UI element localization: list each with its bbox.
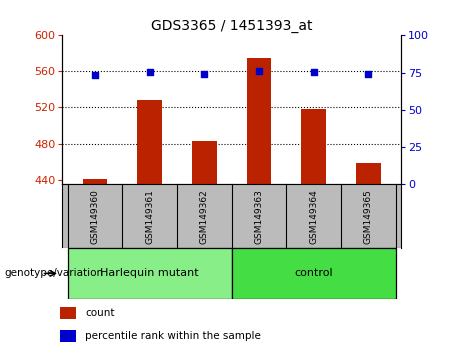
Text: genotype/variation: genotype/variation	[5, 268, 104, 279]
Point	[201, 71, 208, 77]
Text: GSM149362: GSM149362	[200, 189, 209, 244]
Bar	[83, 179, 107, 184]
Point	[365, 71, 372, 77]
Bar	[60, 307, 76, 319]
Bar	[192, 141, 217, 184]
Point	[91, 72, 99, 78]
Text: GSM149364: GSM149364	[309, 189, 318, 244]
Bar	[356, 163, 381, 184]
Point	[310, 69, 317, 75]
Bar	[301, 109, 326, 184]
Text: count: count	[85, 308, 115, 318]
Point	[255, 68, 263, 73]
Text: GSM149360: GSM149360	[90, 189, 100, 244]
Text: GSM149365: GSM149365	[364, 189, 373, 244]
Bar	[68, 248, 232, 299]
Point	[146, 69, 154, 75]
Text: control: control	[294, 268, 333, 279]
Text: Harlequin mutant: Harlequin mutant	[100, 268, 199, 279]
Text: GSM149363: GSM149363	[254, 189, 264, 244]
Bar	[137, 100, 162, 184]
Bar	[231, 248, 396, 299]
Text: percentile rank within the sample: percentile rank within the sample	[85, 331, 261, 341]
Bar	[247, 58, 271, 184]
Bar	[60, 330, 76, 342]
Text: GSM149361: GSM149361	[145, 189, 154, 244]
Title: GDS3365 / 1451393_at: GDS3365 / 1451393_at	[151, 19, 313, 33]
